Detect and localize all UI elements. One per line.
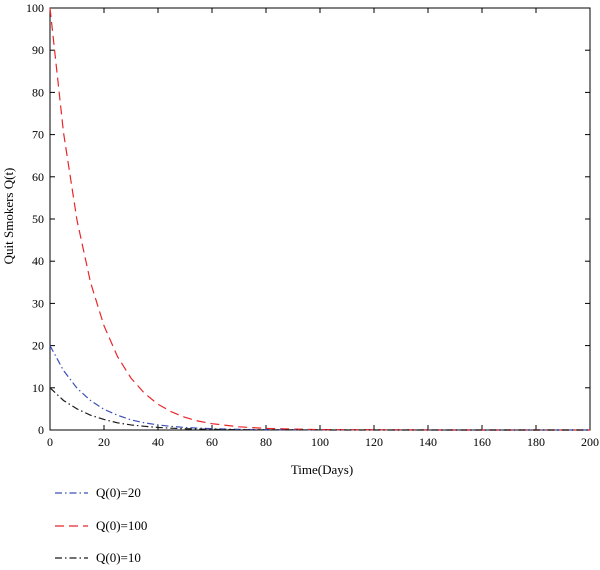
axes: 0 20 40 60 80 100 120 140 160 180 200 0 10 20 30 40 50 60… <box>26 1 599 449</box>
y-tick-label: 80 <box>32 85 44 99</box>
x-tick-label: 100 <box>311 435 329 449</box>
y-tick-label: 60 <box>32 170 44 184</box>
series-line <box>49 7 590 431</box>
x-tick-label: 120 <box>365 435 383 449</box>
legend: Q(0)=20 Q(0)=100 Q(0)=10 <box>55 485 147 565</box>
y-tick-label: 30 <box>32 296 44 310</box>
y-tick-label: 70 <box>32 128 44 142</box>
x-tick-label: 20 <box>98 435 110 449</box>
x-tick-label: 40 <box>152 435 164 449</box>
y-axis-title: Quit Smokers Q(t) <box>1 168 16 265</box>
x-tick-label: 180 <box>527 435 545 449</box>
y-tick-label: 10 <box>32 381 44 395</box>
x-tick-label: 160 <box>473 435 491 449</box>
y-tick-label: 100 <box>26 1 44 15</box>
x-tick-label: 80 <box>260 435 272 449</box>
series-line <box>49 387 590 431</box>
y-tick-label: 20 <box>32 339 44 353</box>
y-tick-label: 90 <box>32 43 44 57</box>
legend-label: Q(0)=100 <box>96 518 147 533</box>
x-tick-label: 200 <box>581 435 599 449</box>
x-axis-title: Time(Days) <box>291 462 353 477</box>
x-tick-label: 60 <box>206 435 218 449</box>
series-layer <box>49 7 590 431</box>
legend-label: Q(0)=20 <box>96 485 141 500</box>
series-line <box>49 345 590 431</box>
plot-frame <box>49 7 591 431</box>
legend-label: Q(0)=10 <box>96 550 141 565</box>
y-tick-label: 40 <box>32 254 44 268</box>
x-tick-label: 140 <box>419 435 437 449</box>
y-tick-label: 50 <box>32 212 44 226</box>
x-tick-label: 0 <box>47 435 53 449</box>
y-tick-label: 0 <box>38 423 44 437</box>
